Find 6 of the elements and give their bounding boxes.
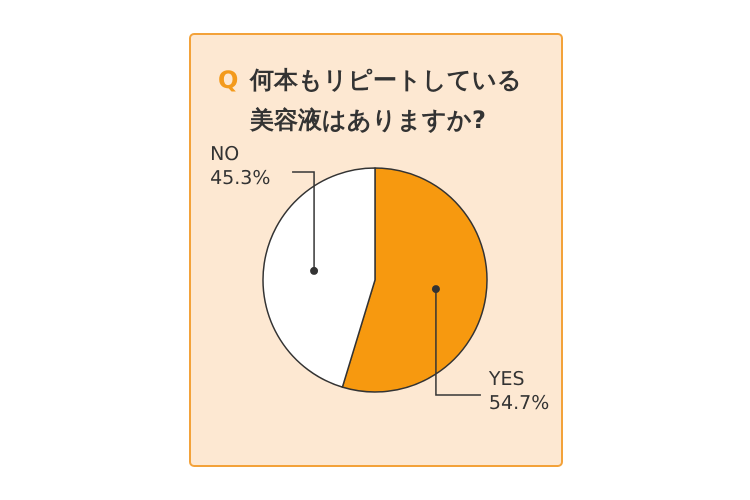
data-label: 54.7%: [488, 392, 550, 414]
text: Q: [218, 66, 238, 94]
slice-label: YES: [488, 368, 525, 390]
slice-label: NO: [210, 143, 240, 165]
data-label: 45.3%: [210, 167, 270, 189]
chart-title: 何本もリピートしている美容液はありますか?: [249, 66, 522, 134]
